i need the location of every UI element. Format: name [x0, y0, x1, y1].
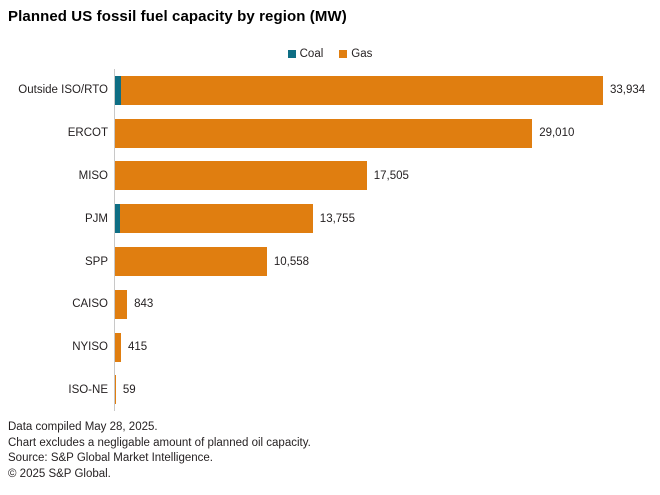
category-label: PJM: [85, 212, 108, 225]
footnote-compiled: Data compiled May 28, 2025.: [8, 421, 158, 433]
plot-area: 59: [114, 368, 652, 412]
bar-row-spp: SPP 10,558: [0, 240, 652, 283]
plot-area: 843: [114, 282, 652, 326]
legend-label-gas: Gas: [351, 48, 373, 60]
gas-bar-segment: [115, 161, 367, 191]
legend-item-coal: Coal: [287, 48, 324, 60]
value-label: 33,934: [609, 84, 646, 97]
bar-row-nyiso: NYISO 415: [0, 325, 652, 369]
legend-item-gas: Gas: [339, 48, 372, 60]
bar-row-pjm: PJM 13,755: [0, 197, 652, 241]
gas-bar-segment: [115, 332, 121, 362]
legend-label-coal: Coal: [299, 48, 324, 60]
gas-bar-segment: [115, 375, 116, 405]
gas-bar-segment: [115, 118, 533, 148]
bar-row-outside-iso-rto: Outside ISO/RTO 33,934: [0, 69, 652, 112]
legend: Coal Gas: [0, 48, 660, 60]
category-label: CAISO: [72, 298, 108, 311]
value-label: 13,755: [319, 212, 355, 225]
category-label: NYISO: [72, 341, 108, 354]
chart-title: Planned US fossil fuel capacity by regio…: [8, 8, 347, 25]
value-label: 59: [122, 383, 136, 396]
plot-area: 415: [114, 325, 652, 369]
plot-area: 29,010: [114, 111, 652, 155]
bar-row-iso-ne: ISO-NE 59: [0, 368, 652, 412]
category-label: MISO: [78, 169, 108, 182]
plot-area: 10,558: [114, 240, 652, 283]
coal-swatch-icon: [287, 50, 296, 58]
plot-area: 13,755: [114, 197, 652, 241]
value-label: 17,505: [373, 169, 409, 182]
footnote-source: Source: S&P Global Market Intelligence.: [8, 452, 213, 464]
category-label: ISO-NE: [68, 383, 108, 396]
value-label: 10,558: [273, 255, 310, 268]
bar-row-caiso: CAISO 843: [0, 282, 652, 326]
gas-bar-segment: [121, 75, 603, 105]
category-label: ERCOT: [67, 127, 108, 140]
value-label: 843: [134, 298, 154, 311]
footnotes: Data compiled May 28, 2025. Chart exclud…: [8, 420, 311, 482]
value-label: 29,010: [539, 127, 575, 140]
coal-bar-segment: [115, 75, 122, 105]
gas-bar-segment: [119, 204, 313, 234]
bar-row-miso: MISO 17,505: [0, 154, 652, 198]
footnote-exclusion: Chart excludes a negligable amount of pl…: [8, 436, 311, 449]
footnote-copyright: © 2025 S&P Global.: [8, 467, 111, 480]
gas-bar-segment: [115, 289, 128, 319]
gas-bar-segment: [115, 247, 267, 277]
plot-area: 33,934: [114, 69, 652, 112]
gas-swatch-icon: [339, 50, 348, 58]
bar-row-ercot: ERCOT 29,010: [0, 111, 652, 155]
plot-area: 17,505: [114, 154, 652, 198]
value-label: 415: [127, 341, 148, 354]
category-label: SPP: [84, 255, 108, 268]
coal-bar-segment: [115, 204, 120, 234]
bar-chart-plot: Outside ISO/RTO 33,934 ERCOT 29,010 MISO 17,5…: [0, 69, 652, 412]
category-label: Outside ISO/RTO: [18, 84, 108, 97]
